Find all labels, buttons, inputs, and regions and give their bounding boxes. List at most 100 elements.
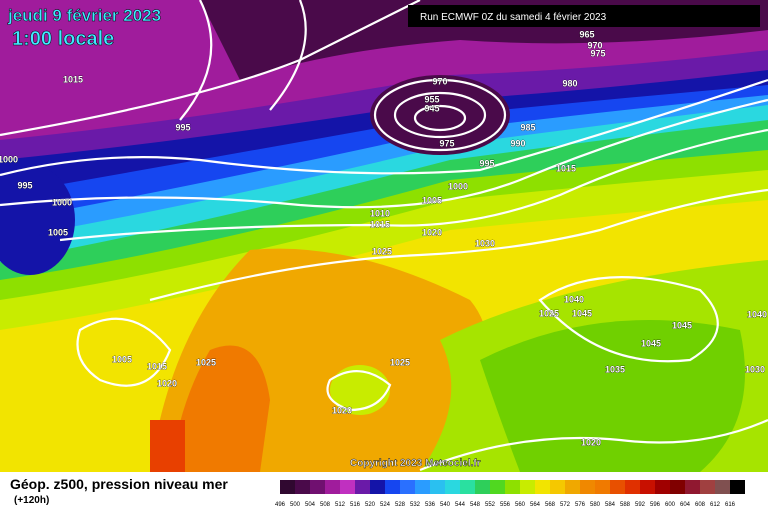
isobar-label: 1020 [422, 227, 442, 237]
isobar-label: 1015 [63, 74, 83, 84]
colorbar-label: 540 [440, 502, 451, 508]
isobar-label: 995 [175, 122, 190, 132]
colorbar-label: 580 [590, 502, 601, 508]
colorbar-label: 588 [620, 502, 631, 508]
isobar-label: 970 [587, 40, 602, 50]
colorbar-swatch [445, 480, 460, 494]
colorbar-swatch [340, 480, 355, 494]
isobar-label: 1025 [539, 308, 559, 318]
isobar-label: 980 [562, 78, 577, 88]
isobar-label: 1030 [745, 364, 765, 374]
colorbar-swatch [685, 480, 700, 494]
colorbar-swatch [490, 480, 505, 494]
colorbar-label: 496 [275, 502, 286, 508]
geopotential-field [0, 0, 768, 472]
colorbar-label: 532 [410, 502, 421, 508]
colorbar-label: 600 [665, 502, 676, 508]
colorbar-label: 512 [335, 502, 346, 508]
colorbar-swatch [670, 480, 685, 494]
colorbar-swatch [430, 480, 445, 494]
colorbar-label: 576 [575, 502, 586, 508]
colorbar-label: 568 [545, 502, 556, 508]
isobar-label: 1015 [556, 163, 576, 173]
colorbar: 496 500 504 508 512 516 520 524 528 532 536 540 544 5… [275, 480, 745, 508]
colorbar-label: 504 [305, 502, 316, 508]
colorbar-swatch [580, 480, 595, 494]
isobar-label: 1025 [390, 357, 410, 367]
isobar-label: 1000 [0, 154, 18, 164]
colorbar-swatch [640, 480, 655, 494]
colorbar-label: 508 [320, 502, 331, 508]
copyright: Copyright 2023 Meteociel.fr [350, 458, 481, 469]
isobar-label: 965 [579, 29, 594, 39]
colorbar-label: 516 [350, 502, 361, 508]
isobar-label: 990 [510, 138, 525, 148]
colorbar-swatch [280, 480, 295, 494]
isobar-label: 1010 [370, 208, 390, 218]
isobars [0, 0, 768, 472]
colorbar-swatch [385, 480, 400, 494]
colorbar-swatch [715, 480, 730, 494]
colorbar-swatch [295, 480, 310, 494]
colorbar-swatch [625, 480, 640, 494]
colorbar-label: 544 [455, 502, 466, 508]
isobar-label: 1005 [48, 227, 68, 237]
colorbar-label: 604 [680, 502, 691, 508]
isobar-label: 1005 [422, 195, 442, 205]
colorbar-label: 560 [515, 502, 526, 508]
colorbar-label: 556 [500, 502, 511, 508]
run-info: Run ECMWF 0Z du samedi 4 février 2023 [420, 12, 607, 23]
isobar-label: 985 [520, 122, 535, 132]
local-time: 1:00 locale [12, 28, 114, 50]
isobar-label: 1020 [581, 437, 601, 447]
colorbar-label: 548 [470, 502, 481, 508]
colorbar-swatch [475, 480, 490, 494]
colorbar-swatch [565, 480, 580, 494]
colorbar-swatch [700, 480, 715, 494]
colorbar-swatch [400, 480, 415, 494]
footer-title: Géop. z500, pression niveau mer [10, 476, 228, 492]
colorbar-swatch [520, 480, 535, 494]
colorbar-swatch [505, 480, 520, 494]
colorbar-swatch [610, 480, 625, 494]
isobar-label: 995 [479, 158, 494, 168]
colorbar-swatch [595, 480, 610, 494]
colorbar-label: 592 [635, 502, 646, 508]
isobar-label: 1020 [332, 405, 352, 415]
colorbar-swatch [325, 480, 340, 494]
isobar-label: 1045 [641, 338, 661, 348]
colorbar-label: 500 [290, 502, 301, 508]
colorbar-label: 564 [530, 502, 541, 508]
colorbar-swatch [415, 480, 430, 494]
colorbar-label: 612 [710, 502, 721, 508]
run-box [408, 5, 760, 27]
isobar-labels: 1015995100099510001005970955945975965970… [0, 29, 767, 448]
isobar-label: 1020 [157, 378, 177, 388]
isobar-label: 955 [424, 94, 439, 104]
colorbar-swatch [460, 480, 475, 494]
colorbar-swatch [535, 480, 550, 494]
colorbar-label: 572 [560, 502, 571, 508]
isobar-label: 1030 [475, 238, 495, 248]
forecast-date: jeudi 9 février 2023 [7, 6, 161, 25]
isobar-label: 1040 [747, 309, 767, 319]
isobar-label: 1035 [605, 364, 625, 374]
isobar-label: 1025 [372, 246, 392, 256]
colorbar-label: 524 [380, 502, 391, 508]
isobar-label: 1025 [196, 357, 216, 367]
isobar-label: 1000 [448, 181, 468, 191]
colorbar-label: 608 [695, 502, 706, 508]
colorbar-label: 520 [365, 502, 376, 508]
colorbar-label: 536 [425, 502, 436, 508]
isobar-label: 1000 [52, 197, 72, 207]
colorbar-swatch [550, 480, 565, 494]
isobar-label: 1045 [572, 308, 592, 318]
colorbar-swatch [370, 480, 385, 494]
colorbar-swatch [730, 480, 745, 494]
colorbar-label: 552 [485, 502, 496, 508]
isobar-label: 1015 [370, 219, 390, 229]
colorbar-label: 528 [395, 502, 406, 508]
colorbar-label: 596 [650, 502, 661, 508]
isobar-label: 1015 [147, 361, 167, 371]
